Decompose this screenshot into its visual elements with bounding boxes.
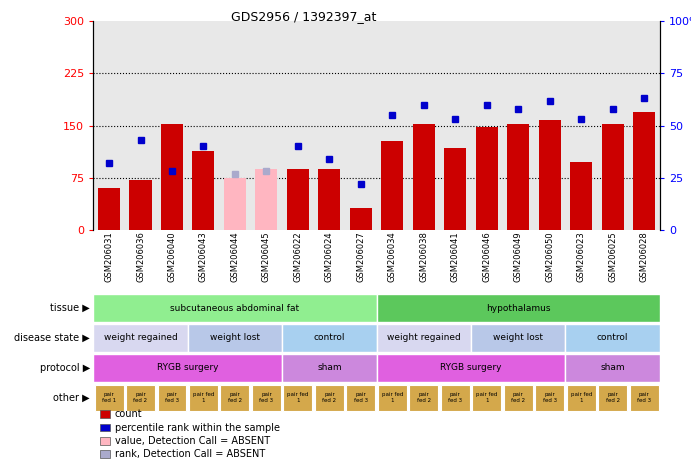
Bar: [93, 324, 188, 352]
Bar: [377, 354, 565, 382]
Bar: [378, 384, 407, 411]
Bar: [377, 294, 660, 322]
Bar: [536, 384, 565, 411]
Text: pair
fed 2: pair fed 2: [605, 392, 620, 403]
Bar: [93, 294, 377, 322]
Text: other ▶: other ▶: [53, 392, 90, 403]
Bar: [220, 384, 249, 411]
Text: control: control: [597, 334, 628, 342]
Text: pair
fed 3: pair fed 3: [542, 392, 557, 403]
Bar: [319, 169, 341, 230]
Text: pair
fed 3: pair fed 3: [637, 392, 651, 403]
Text: weight regained: weight regained: [387, 334, 461, 342]
Text: pair
fed 2: pair fed 2: [133, 392, 148, 403]
Bar: [565, 324, 660, 352]
Bar: [472, 384, 501, 411]
Bar: [282, 324, 377, 352]
Bar: [189, 384, 218, 411]
Bar: [287, 169, 309, 230]
Text: pair
fed 3: pair fed 3: [165, 392, 179, 403]
Bar: [95, 384, 124, 411]
Bar: [192, 151, 214, 230]
Text: count: count: [115, 409, 142, 419]
Bar: [282, 354, 377, 382]
Bar: [161, 124, 183, 230]
Text: pair fed
1: pair fed 1: [381, 392, 403, 403]
Bar: [413, 124, 435, 230]
Bar: [567, 384, 596, 411]
Bar: [630, 384, 659, 411]
Text: subcutaneous abdominal fat: subcutaneous abdominal fat: [171, 304, 299, 312]
Text: hypothalamus: hypothalamus: [486, 304, 551, 312]
Bar: [598, 384, 627, 411]
Text: value, Detection Call = ABSENT: value, Detection Call = ABSENT: [115, 436, 269, 446]
Bar: [565, 354, 660, 382]
Bar: [98, 188, 120, 230]
Bar: [471, 324, 565, 352]
Bar: [350, 208, 372, 230]
Bar: [224, 178, 246, 230]
Bar: [381, 141, 404, 230]
Text: pair
fed 2: pair fed 2: [322, 392, 337, 403]
Text: pair
fed 2: pair fed 2: [417, 392, 431, 403]
Bar: [444, 148, 466, 230]
Text: pair
fed 1: pair fed 1: [102, 392, 116, 403]
Text: pair
fed 3: pair fed 3: [354, 392, 368, 403]
Bar: [633, 112, 655, 230]
Text: pair fed
1: pair fed 1: [476, 392, 498, 403]
Text: pair
fed 2: pair fed 2: [511, 392, 525, 403]
Bar: [126, 384, 155, 411]
Bar: [346, 384, 375, 411]
Text: pair
fed 3: pair fed 3: [448, 392, 462, 403]
Bar: [409, 384, 438, 411]
Bar: [441, 384, 470, 411]
Bar: [283, 384, 312, 411]
Bar: [570, 162, 592, 230]
Text: control: control: [314, 334, 345, 342]
Text: RYGB surgery: RYGB surgery: [157, 364, 218, 372]
Text: percentile rank within the sample: percentile rank within the sample: [115, 422, 280, 433]
Text: rank, Detection Call = ABSENT: rank, Detection Call = ABSENT: [115, 449, 265, 459]
Bar: [377, 324, 471, 352]
Text: tissue ▶: tissue ▶: [50, 303, 90, 313]
Text: GDS2956 / 1392397_at: GDS2956 / 1392397_at: [231, 10, 377, 23]
Bar: [315, 384, 344, 411]
Bar: [602, 124, 624, 230]
Text: weight lost: weight lost: [493, 334, 543, 342]
Text: pair
fed 3: pair fed 3: [259, 392, 274, 403]
Bar: [475, 127, 498, 230]
Bar: [539, 120, 560, 230]
Bar: [188, 324, 282, 352]
Text: pair fed
1: pair fed 1: [287, 392, 309, 403]
Bar: [507, 124, 529, 230]
Bar: [504, 384, 533, 411]
Bar: [256, 169, 278, 230]
Text: weight regained: weight regained: [104, 334, 178, 342]
Text: sham: sham: [600, 364, 625, 372]
Text: pair
fed 2: pair fed 2: [228, 392, 242, 403]
Text: weight lost: weight lost: [210, 334, 260, 342]
Text: pair fed
1: pair fed 1: [571, 392, 592, 403]
Text: pair fed
1: pair fed 1: [193, 392, 214, 403]
Bar: [252, 384, 281, 411]
Text: disease state ▶: disease state ▶: [14, 333, 90, 343]
Text: sham: sham: [317, 364, 341, 372]
Bar: [158, 384, 187, 411]
Text: protocol ▶: protocol ▶: [39, 363, 90, 373]
Text: RYGB surgery: RYGB surgery: [440, 364, 502, 372]
Bar: [93, 354, 282, 382]
Bar: [129, 180, 151, 230]
